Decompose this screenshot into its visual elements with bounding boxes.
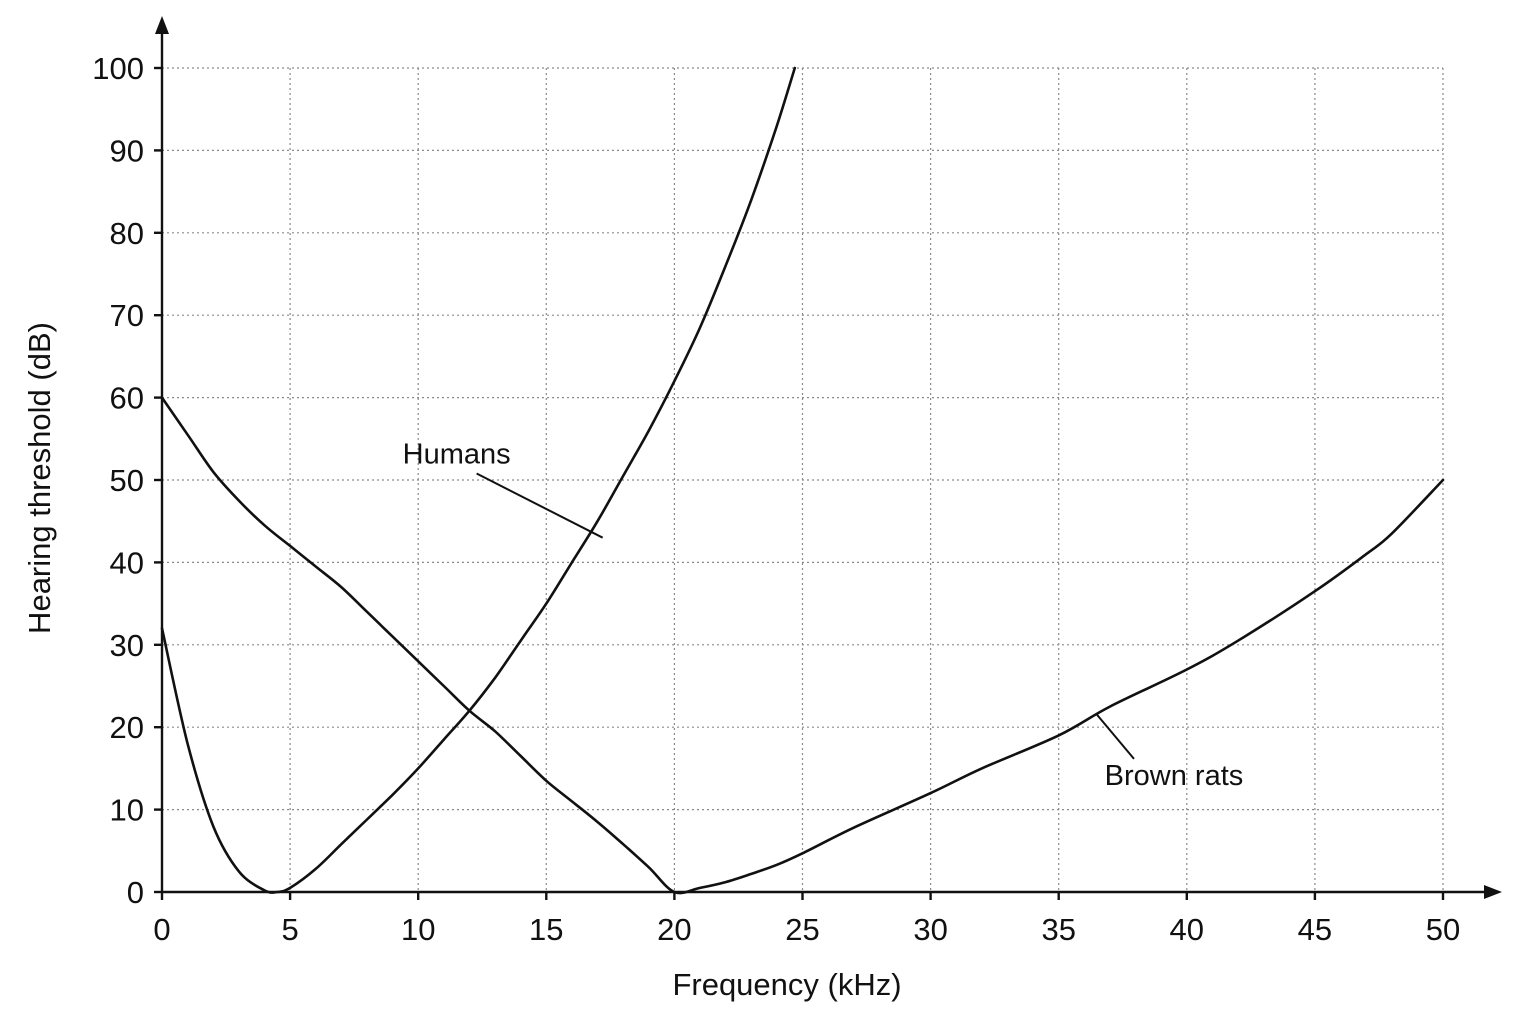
- y-tick-label-10: 10: [110, 793, 144, 828]
- x-tick-label-15: 15: [529, 912, 563, 947]
- x-tick-label-20: 20: [657, 912, 691, 947]
- y-axis-title: Hearing threshold (dB): [22, 322, 57, 634]
- annotation-label-humans: Humans: [403, 439, 511, 471]
- annotation-label-brown-rats: Brown rats: [1105, 760, 1244, 792]
- axes: [154, 16, 1502, 900]
- y-tick-label-70: 70: [110, 298, 144, 333]
- x-tick-label-10: 10: [401, 912, 435, 947]
- y-axis-arrowhead: [155, 16, 169, 34]
- grid: [162, 67, 1444, 892]
- x-axis-arrowhead: [1484, 885, 1502, 899]
- x-tick-label-30: 30: [913, 912, 947, 947]
- y-tick-label-0: 0: [127, 875, 144, 910]
- y-tick-label-100: 100: [92, 51, 144, 86]
- x-tick-label-45: 45: [1298, 912, 1332, 947]
- y-tick-label-90: 90: [110, 133, 144, 168]
- tick-labels: 0 5 10 15 20 25 30 35 40 45 50 0 10 20 30 40 50 60 70 80 90 1…: [92, 51, 1460, 947]
- x-tick-label-25: 25: [785, 912, 819, 947]
- y-tick-label-80: 80: [110, 216, 144, 251]
- x-axis-title: Frequency (kHz): [672, 967, 901, 1002]
- y-tick-label-30: 30: [110, 628, 144, 663]
- series-line-brown-rats: [160, 396, 1445, 895]
- y-tick-label-60: 60: [110, 381, 144, 416]
- x-tick-label-50: 50: [1426, 912, 1460, 947]
- x-tick-label-5: 5: [281, 912, 298, 947]
- annotation-leader-humans: [476, 472, 604, 539]
- x-tick-label-35: 35: [1041, 912, 1075, 947]
- annotation-leader-brown-rats: [1096, 714, 1135, 760]
- annotations: Humans Brown rats: [403, 439, 1244, 792]
- y-tick-label-50: 50: [110, 463, 144, 498]
- y-tick-label-40: 40: [110, 545, 144, 580]
- x-tick-label-40: 40: [1170, 912, 1204, 947]
- x-tick-label-0: 0: [153, 912, 170, 947]
- series-lines: [160, 66, 1445, 895]
- y-tick-label-20: 20: [110, 710, 144, 745]
